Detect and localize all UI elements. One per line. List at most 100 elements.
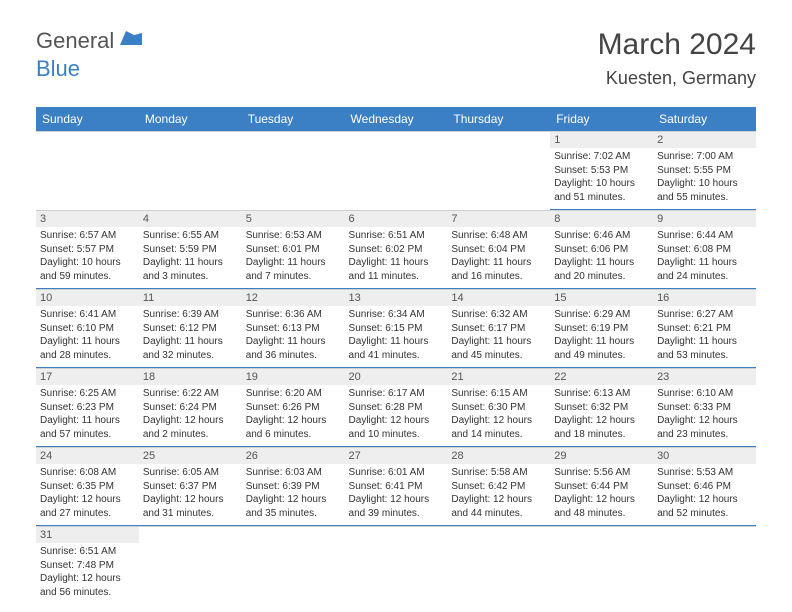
day-number-row: 17 [36,369,139,385]
calendar-day-cell [345,132,448,211]
calendar-day-cell: 5Sunrise: 6:53 AMSunset: 6:01 PMDaylight… [242,211,345,290]
calendar-day-cell: 6Sunrise: 6:51 AMSunset: 6:02 PMDaylight… [345,211,448,290]
day-daylight1: Daylight: 12 hours [451,493,546,507]
calendar-week-row: 24Sunrise: 6:08 AMSunset: 6:35 PMDayligh… [36,448,756,527]
day-daylight1: Daylight: 11 hours [143,335,238,349]
day-sunrise: Sunrise: 6:08 AM [40,466,135,480]
day-sunset: Sunset: 5:53 PM [554,164,649,178]
day-daylight1: Daylight: 12 hours [554,414,649,428]
day-sunset: Sunset: 5:55 PM [657,164,752,178]
day-sunrise: Sunrise: 6:05 AM [143,466,238,480]
day-number-row: 8 [550,211,653,227]
day-sunset: Sunset: 6:01 PM [246,243,341,257]
calendar-week-row: 17Sunrise: 6:25 AMSunset: 6:23 PMDayligh… [36,369,756,448]
calendar-day-cell [447,132,550,211]
day-sunrise: Sunrise: 6:15 AM [451,387,546,401]
day-details: Sunrise: 6:05 AMSunset: 6:37 PMDaylight:… [139,466,242,523]
day-number: 1 [554,134,560,146]
calendar-day-cell: 20Sunrise: 6:17 AMSunset: 6:28 PMDayligh… [345,369,448,448]
logo-blue-row: Blue [36,56,80,82]
day-number-row: 6 [345,211,448,227]
day-number: 29 [554,450,566,462]
day-sunrise: Sunrise: 6:10 AM [657,387,752,401]
day-daylight2: and 35 minutes. [246,507,341,521]
day-daylight2: and 53 minutes. [657,349,752,363]
calendar-week-row: 31Sunrise: 6:51 AMSunset: 7:48 PMDayligh… [36,527,756,603]
day-details: Sunrise: 6:29 AMSunset: 6:19 PMDaylight:… [550,308,653,365]
day-number-row: 9 [653,211,756,227]
day-number: 30 [657,450,669,462]
day-number: 24 [40,450,52,462]
weekday-header: Thursday [447,107,550,132]
day-number: 8 [554,213,560,225]
day-number-row: 23 [653,369,756,385]
day-number-row: 13 [345,290,448,306]
day-daylight1: Daylight: 12 hours [143,414,238,428]
day-sunset: Sunset: 5:59 PM [143,243,238,257]
day-daylight2: and 24 minutes. [657,270,752,284]
day-details: Sunrise: 6:57 AMSunset: 5:57 PMDaylight:… [36,229,139,286]
day-sunrise: Sunrise: 5:53 AM [657,466,752,480]
day-sunset: Sunset: 6:12 PM [143,322,238,336]
day-sunrise: Sunrise: 6:20 AM [246,387,341,401]
day-sunset: Sunset: 6:33 PM [657,401,752,415]
day-number-row: 30 [653,448,756,464]
day-number-row: 15 [550,290,653,306]
day-details: Sunrise: 6:08 AMSunset: 6:35 PMDaylight:… [36,466,139,523]
day-daylight2: and 18 minutes. [554,428,649,442]
day-daylight2: and 56 minutes. [40,586,135,600]
day-daylight1: Daylight: 12 hours [451,414,546,428]
day-sunset: Sunset: 6:39 PM [246,480,341,494]
calendar-day-cell: 24 Sunrise: 6:08 AMSunset: 6:35 PMDayligh… [36,448,139,527]
weekday-header: Wednesday [345,107,448,132]
day-sunset: Sunset: 6:42 PM [451,480,546,494]
calendar-day-cell: 30 Sunrise: 5:53 AMSunset: 6:46 PMDayligh… [653,448,756,527]
day-details: Sunrise: 6:22 AMSunset: 6:24 PMDaylight:… [139,387,242,444]
calendar-day-cell: 8 Sunrise: 6:46 AMSunset: 6:06 PMDaylight… [550,211,653,290]
day-number: 21 [451,371,463,383]
calendar-day-cell: 25 Sunrise: 6:05 AMSunset: 6:37 PMDayligh… [139,448,242,527]
day-sunrise: Sunrise: 6:48 AM [451,229,546,243]
day-daylight1: Daylight: 12 hours [40,493,135,507]
calendar-day-cell: 14Sunrise: 6:32 AMSunset: 6:17 PMDayligh… [447,290,550,369]
day-sunset: Sunset: 6:30 PM [451,401,546,415]
day-sunset: Sunset: 6:32 PM [554,401,649,415]
logo: General [36,28,146,54]
calendar-day-cell: 16Sunrise: 6:27 AMSunset: 6:21 PMDayligh… [653,290,756,369]
day-daylight2: and 27 minutes. [40,507,135,521]
day-details: Sunrise: 6:53 AMSunset: 6:01 PMDaylight:… [242,229,345,286]
day-number-row: 27 [345,448,448,464]
day-daylight1: Daylight: 10 hours [657,177,752,191]
day-sunset: Sunset: 6:37 PM [143,480,238,494]
day-details: Sunrise: 6:55 AMSunset: 5:59 PMDaylight:… [139,229,242,286]
day-daylight1: Daylight: 12 hours [40,572,135,586]
day-sunrise: Sunrise: 6:03 AM [246,466,341,480]
day-daylight1: Daylight: 12 hours [143,493,238,507]
day-sunrise: Sunrise: 6:41 AM [40,308,135,322]
calendar-day-cell [242,132,345,211]
day-daylight1: Daylight: 11 hours [451,335,546,349]
day-number-row: 10 [36,290,139,306]
day-number: 18 [143,371,155,383]
day-daylight2: and 55 minutes. [657,191,752,205]
day-number: 10 [40,292,52,304]
day-details: Sunrise: 6:46 AMSunset: 6:06 PMDaylight:… [550,229,653,286]
day-number: 23 [657,371,669,383]
calendar-day-cell: 7Sunrise: 6:48 AMSunset: 6:04 PMDaylight… [447,211,550,290]
day-sunset: Sunset: 6:06 PM [554,243,649,257]
weekday-header: Monday [139,107,242,132]
day-number: 28 [451,450,463,462]
day-sunset: Sunset: 6:35 PM [40,480,135,494]
calendar-week-row: 1Sunrise: 7:02 AMSunset: 5:53 PMDaylight… [36,132,756,211]
day-details: Sunrise: 5:53 AMSunset: 6:46 PMDaylight:… [653,466,756,523]
day-number: 25 [143,450,155,462]
day-daylight2: and 48 minutes. [554,507,649,521]
day-sunrise: Sunrise: 6:32 AM [451,308,546,322]
day-sunset: Sunset: 6:10 PM [40,322,135,336]
day-number-row: 25 [139,448,242,464]
day-number: 27 [349,450,361,462]
calendar-day-cell: 27Sunrise: 6:01 AMSunset: 6:41 PMDayligh… [345,448,448,527]
day-daylight1: Daylight: 11 hours [349,256,444,270]
day-sunrise: Sunrise: 6:34 AM [349,308,444,322]
day-daylight2: and 3 minutes. [143,270,238,284]
